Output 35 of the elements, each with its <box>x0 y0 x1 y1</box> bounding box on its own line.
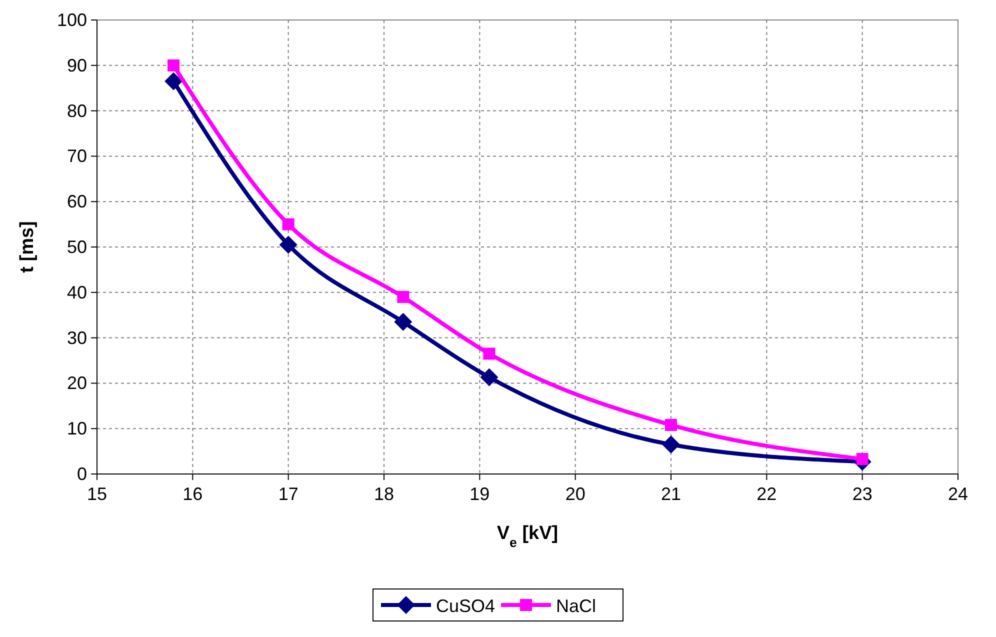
point <box>662 435 680 454</box>
legend-label: NaCl <box>556 596 596 616</box>
y-tick-label: 100 <box>56 10 87 30</box>
point <box>164 72 183 90</box>
x-tick-label: 17 <box>278 484 298 504</box>
y-tick-label: 70 <box>66 146 87 166</box>
y-axis-title: t [ms] <box>17 221 38 273</box>
x-tick-label: 19 <box>470 484 490 504</box>
point <box>282 218 294 230</box>
x-tick-label: 16 <box>182 484 203 504</box>
y-tick-label: 40 <box>66 282 87 302</box>
x-tick-label: 21 <box>660 484 682 504</box>
legend-label: CuSO4 <box>436 596 496 616</box>
point <box>480 368 498 386</box>
x-tick-label: 24 <box>948 484 968 504</box>
y-tick-label: 80 <box>66 100 87 121</box>
x-tick-label: 20 <box>565 484 586 504</box>
y-tick-label: 60 <box>66 192 87 212</box>
y-tick-label: 90 <box>66 55 87 76</box>
x-tick-label: 15 <box>86 484 108 504</box>
x-tick-label: 18 <box>374 484 394 504</box>
x-tick-label: 22 <box>756 484 777 504</box>
point <box>279 236 298 254</box>
y-tick-label: 10 <box>66 418 87 439</box>
y-tick-label: 50 <box>66 237 87 257</box>
point <box>483 348 496 360</box>
x-axis-title: V$_{e}$ [kV] <box>496 523 558 550</box>
y-tick-label: 0 <box>76 464 87 484</box>
point <box>397 290 410 303</box>
x-tick-label: 23 <box>852 484 872 504</box>
point <box>168 59 180 72</box>
y-tick-label: 20 <box>66 373 87 394</box>
point <box>394 312 412 331</box>
point <box>665 418 677 431</box>
y-tick-label: 30 <box>66 328 87 348</box>
